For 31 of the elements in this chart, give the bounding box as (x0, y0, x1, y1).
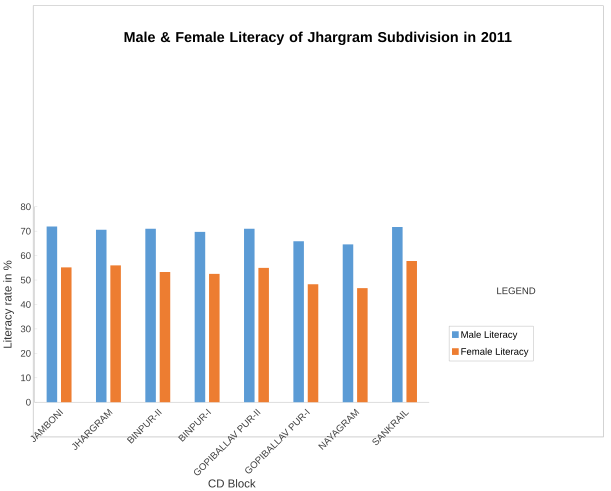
legend-label: Male Literacy (461, 331, 518, 340)
bar (392, 227, 403, 402)
y-tick-label: 80 (20, 204, 31, 210)
bar (258, 268, 269, 402)
bar (357, 288, 368, 402)
legend-label: Female Literacy (461, 348, 528, 357)
bar (145, 228, 156, 402)
bar (61, 267, 72, 402)
y-tick-label: 30 (20, 326, 31, 332)
y-tick-label: 10 (21, 374, 31, 382)
bar (46, 226, 58, 402)
bar (96, 230, 107, 402)
bar (308, 284, 318, 402)
bar (293, 241, 304, 402)
bar (406, 261, 417, 402)
y-tick-label: 50 (20, 276, 31, 284)
y-tick-label: 40 (20, 301, 31, 308)
bar (160, 272, 170, 402)
y-tick-label: 0 (26, 398, 31, 406)
bar (244, 228, 255, 402)
bar (110, 266, 121, 402)
x-axis-title: CD Block (208, 479, 256, 488)
y-tick-label: 20 (20, 350, 31, 357)
y-tick-label: 60 (20, 252, 31, 260)
bar (194, 232, 206, 402)
y-axis-title: Literacy rate in % (3, 260, 14, 348)
bar (209, 274, 220, 402)
legend-title: LEGEND (497, 288, 536, 294)
chart-title: Male & Female Literacy of Jhargram Subdivision in 2011 (124, 32, 512, 46)
y-tick-label: 70 (20, 228, 31, 235)
bar (342, 244, 354, 402)
